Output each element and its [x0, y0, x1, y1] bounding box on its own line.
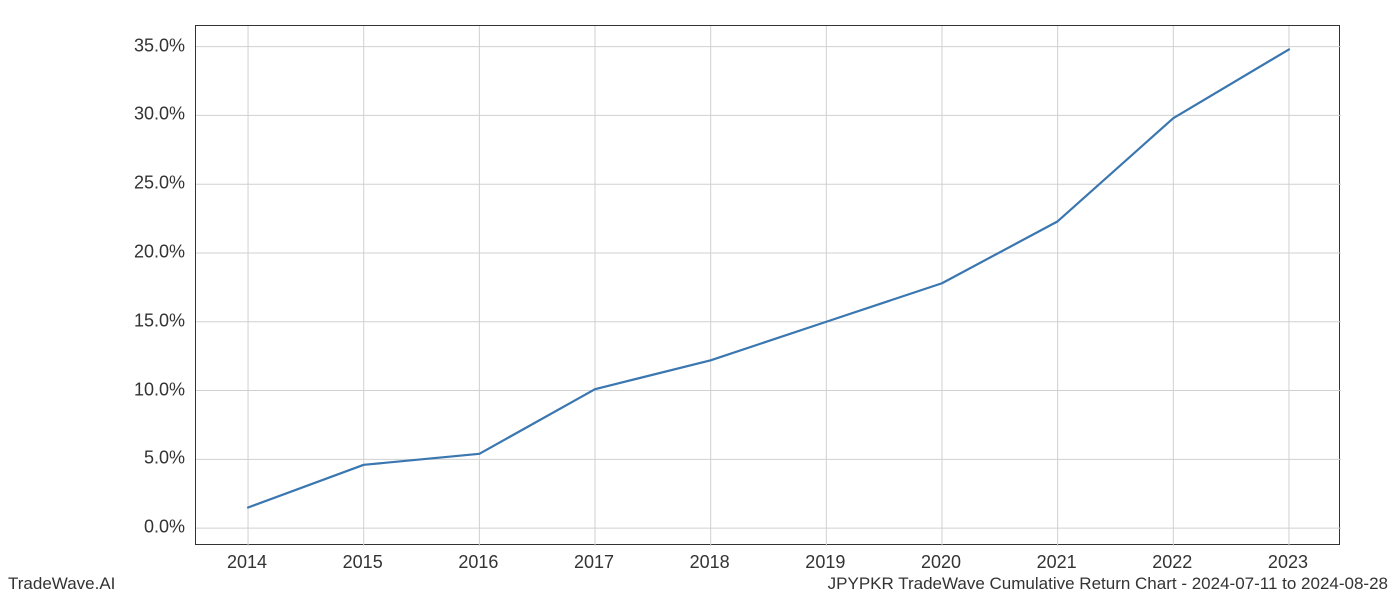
- y-axis-tick-label: 30.0%: [134, 104, 185, 125]
- y-axis-tick-label: 10.0%: [134, 379, 185, 400]
- line-chart-svg: [196, 26, 1339, 544]
- x-axis-tick-label: 2019: [805, 552, 845, 573]
- x-axis-tick-label: 2022: [1152, 552, 1192, 573]
- x-axis-tick-label: 2018: [690, 552, 730, 573]
- y-axis-tick-label: 5.0%: [144, 448, 185, 469]
- cumulative-return-line: [248, 49, 1289, 507]
- y-axis-tick-label: 35.0%: [134, 35, 185, 56]
- x-axis-tick-label: 2016: [458, 552, 498, 573]
- y-axis-tick-label: 15.0%: [134, 310, 185, 331]
- x-axis-tick-label: 2014: [227, 552, 267, 573]
- y-axis-tick-label: 0.0%: [144, 517, 185, 538]
- footer-caption: JPYPKR TradeWave Cumulative Return Chart…: [828, 574, 1388, 594]
- x-axis-tick-label: 2021: [1037, 552, 1077, 573]
- chart-plot-area: [195, 25, 1340, 545]
- x-axis-tick-label: 2015: [343, 552, 383, 573]
- x-axis-tick-label: 2020: [921, 552, 961, 573]
- y-axis-tick-label: 25.0%: [134, 173, 185, 194]
- x-axis-tick-label: 2023: [1268, 552, 1308, 573]
- y-axis-tick-label: 20.0%: [134, 241, 185, 262]
- x-axis-tick-label: 2017: [574, 552, 614, 573]
- footer-brand: TradeWave.AI: [8, 574, 115, 594]
